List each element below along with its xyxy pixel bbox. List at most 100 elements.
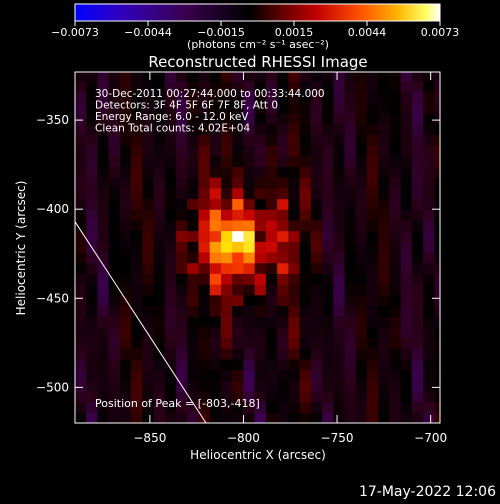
heatmap-cell <box>86 91 99 103</box>
heatmap-cell <box>153 412 166 423</box>
heatmap-cell <box>86 390 99 403</box>
heatmap-cell <box>198 305 211 317</box>
heatmap-cell <box>400 198 413 210</box>
heatmap-cell <box>232 358 245 371</box>
heatmap-cell <box>423 412 435 423</box>
heatmap-cell <box>108 145 121 157</box>
heatmap-cell <box>400 112 413 125</box>
heatmap-cell <box>355 80 368 93</box>
x-axis-label: Heliocentric X (arcsec) <box>190 448 326 462</box>
heatmap-cell <box>310 219 323 232</box>
heatmap-cell <box>265 369 278 381</box>
heatmap-cell <box>344 380 357 392</box>
heatmap-cell <box>243 241 256 253</box>
heatmap-cell <box>344 80 357 93</box>
heatmap-cell <box>367 155 379 168</box>
heatmap-cell <box>243 91 256 103</box>
heatmap-cell <box>86 305 99 317</box>
heatmap-cell <box>355 262 368 274</box>
heatmap-cell <box>310 262 323 274</box>
heatmap-cell <box>322 412 334 423</box>
heatmap-cell <box>209 316 222 328</box>
heatmap-cell <box>254 326 267 339</box>
heatmap-cell <box>108 112 121 125</box>
heatmap-cell <box>288 102 301 114</box>
heatmap-cell <box>131 401 143 413</box>
heatmap-cell <box>367 91 379 103</box>
heatmap-cell <box>86 102 99 114</box>
heatmap-cell <box>299 102 312 114</box>
heatmap-cell <box>254 262 267 274</box>
heatmap-cell <box>176 369 188 381</box>
heatmap-cell <box>355 72 368 82</box>
heatmap-cell <box>265 390 278 403</box>
heatmap-cell <box>389 230 402 242</box>
heatmap-cell <box>142 241 155 253</box>
heatmap-cell <box>232 91 245 103</box>
heatmap-cell <box>265 177 278 189</box>
heatmap-cell <box>153 166 166 178</box>
heatmap-cell <box>164 358 177 371</box>
heatmap-cell <box>400 177 413 189</box>
heatmap-cell <box>389 358 402 371</box>
heatmap-cell <box>322 112 334 125</box>
heatmap-cell <box>299 123 312 135</box>
heatmap-cell <box>198 187 211 200</box>
heatmap-cell <box>411 123 424 135</box>
heatmap-cell <box>221 305 233 317</box>
heatmap-cell <box>310 401 323 413</box>
heatmap-cell <box>97 198 110 210</box>
heatmap-cell <box>288 262 301 274</box>
heatmap-cell <box>389 284 402 296</box>
heatmap-cell <box>400 80 413 93</box>
heatmap-cell <box>187 80 200 93</box>
heatmap-cell <box>434 198 440 210</box>
heatmap-cell <box>187 123 200 135</box>
heatmap-cell <box>355 337 368 349</box>
heatmap-cell <box>243 219 256 232</box>
heatmap-cell <box>378 134 391 146</box>
heatmap-cell <box>434 284 440 296</box>
heatmap-cell <box>119 358 132 371</box>
heatmap-cell <box>142 337 155 349</box>
heatmap-cell <box>75 91 87 103</box>
heatmap-cell <box>355 123 368 135</box>
heatmap-cell <box>176 230 188 242</box>
heatmap-cell <box>153 316 166 328</box>
heatmap-cell <box>153 358 166 371</box>
heatmap-cell <box>310 412 323 423</box>
heatmap-cell <box>97 166 110 178</box>
heatmap-cell <box>254 112 267 125</box>
heatmap-cell <box>97 112 110 125</box>
heatmap-cell <box>97 145 110 157</box>
heatmap-cell <box>209 155 222 168</box>
heatmap-cell <box>389 390 402 403</box>
heatmap-cell <box>355 112 368 125</box>
heatmap-cell <box>299 155 312 168</box>
heatmap-cell <box>198 358 211 371</box>
heatmap-cell <box>310 177 323 189</box>
heatmap-cell <box>277 145 289 157</box>
heatmap-cell <box>209 102 222 114</box>
heatmap-cell <box>344 166 357 178</box>
heatmap-cell <box>221 326 233 339</box>
heatmap-cell <box>434 251 440 264</box>
heatmap-cell <box>75 348 87 360</box>
heatmap-cell <box>254 348 267 360</box>
heatmap-cell <box>333 91 346 103</box>
heatmap-cell <box>423 316 435 328</box>
heatmap-cell <box>97 177 110 189</box>
heatmap-cell <box>400 390 413 403</box>
heatmap-cell <box>209 326 222 339</box>
heatmap-cell <box>164 219 177 232</box>
colorbar-gradient <box>74 3 441 22</box>
heatmap-cell <box>344 358 357 371</box>
heatmap-cell <box>198 155 211 168</box>
heatmap-cell <box>333 187 346 200</box>
heatmap-cell <box>142 380 155 392</box>
heatmap-cell <box>265 91 278 103</box>
heatmap-cell <box>198 123 211 135</box>
heatmap-cell <box>378 80 391 93</box>
heatmap-cell <box>221 123 233 135</box>
heatmap-cell <box>153 294 166 307</box>
